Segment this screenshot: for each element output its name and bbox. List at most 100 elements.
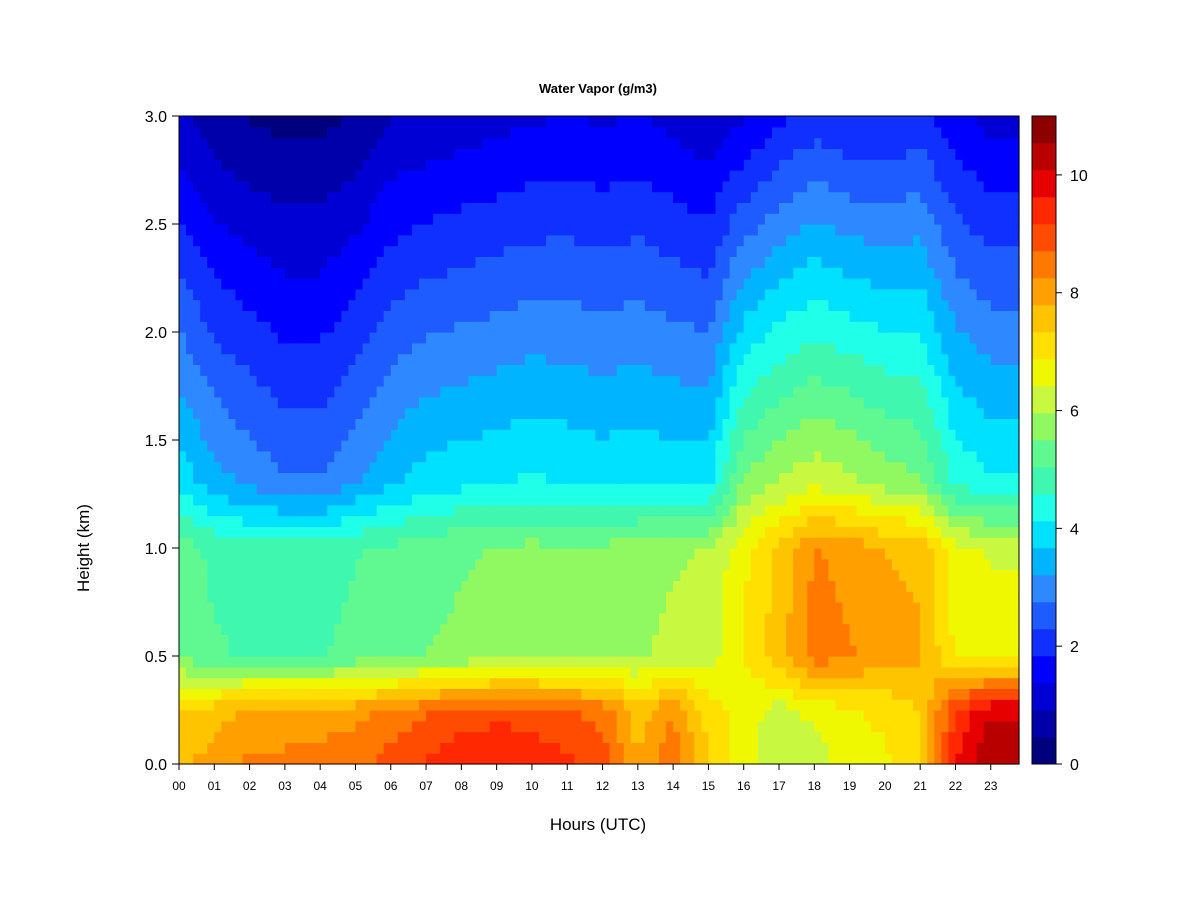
heatmap-cell	[715, 191, 724, 203]
heatmap-cell	[242, 170, 251, 182]
heatmap-cell	[546, 278, 554, 290]
heatmap-cell	[722, 126, 731, 139]
heatmap-cell	[581, 699, 590, 711]
heatmap-cell	[701, 213, 710, 225]
heatmap-cell	[757, 137, 766, 149]
heatmap-cell	[708, 126, 717, 139]
heatmap-cell	[616, 623, 625, 635]
heatmap-cell	[560, 202, 568, 214]
heatmap-cell	[242, 666, 251, 679]
heatmap-cell	[687, 137, 695, 149]
heatmap-cell	[348, 742, 357, 754]
heatmap-cell	[263, 504, 272, 517]
heatmap-cell	[651, 332, 660, 344]
heatmap-cell	[722, 494, 731, 506]
heatmap-cell	[616, 688, 625, 700]
heatmap-cell	[588, 353, 597, 365]
heatmap-cell	[581, 461, 590, 473]
heatmap-cell	[419, 234, 427, 247]
heatmap-cell	[313, 461, 321, 473]
heatmap-cell	[376, 688, 385, 700]
heatmap-cell	[595, 148, 604, 160]
heatmap-cell	[616, 504, 625, 517]
heatmap-cell	[715, 267, 724, 279]
heatmap-cell	[588, 191, 597, 203]
heatmap-cell	[235, 299, 244, 311]
heatmap-cell	[419, 731, 427, 743]
heatmap-cell	[517, 569, 526, 581]
heatmap-cell	[291, 483, 300, 495]
heatmap-cell	[736, 558, 745, 571]
heatmap-cell	[743, 170, 752, 182]
heatmap-cell	[362, 245, 371, 257]
heatmap-cell	[397, 548, 406, 560]
heatmap-cell	[461, 645, 470, 657]
heatmap-cell	[595, 396, 604, 409]
heatmap-cell	[270, 364, 279, 376]
heatmap-cell	[567, 548, 575, 560]
heatmap-cell	[242, 548, 251, 560]
heatmap-cell	[496, 396, 505, 409]
heatmap-cell	[482, 353, 491, 365]
heatmap-cell	[299, 429, 307, 441]
heatmap-cell	[489, 558, 498, 571]
heatmap-cell	[567, 494, 575, 506]
heatmap-cell	[503, 742, 512, 754]
heatmap-cell	[411, 753, 420, 765]
heatmap-cell	[496, 278, 505, 290]
heatmap-cell	[680, 224, 688, 236]
heatmap-cell	[440, 591, 448, 603]
heatmap-cell	[581, 126, 590, 139]
heatmap-cell	[433, 688, 441, 700]
heatmap-cell	[680, 418, 688, 430]
heatmap-cell	[729, 548, 738, 560]
heatmap-cell	[496, 731, 505, 743]
heatmap-cell	[666, 591, 674, 603]
heatmap-cell	[376, 191, 385, 203]
heatmap-cell	[426, 310, 434, 322]
heatmap-cell	[524, 170, 533, 182]
heatmap-cell	[694, 602, 702, 614]
heatmap-cell	[539, 677, 547, 689]
heatmap-cell	[616, 699, 625, 711]
heatmap-cell	[221, 753, 230, 765]
heatmap-cell	[334, 440, 342, 452]
heatmap-cell	[673, 710, 681, 722]
heatmap-cell	[567, 116, 575, 128]
heatmap-cell	[524, 418, 533, 430]
heatmap-cell	[411, 224, 420, 236]
heatmap-cell	[397, 288, 406, 301]
heatmap-cell	[489, 375, 498, 387]
heatmap-cell	[454, 548, 462, 560]
heatmap-cell	[320, 191, 328, 203]
heatmap-cell	[186, 494, 194, 506]
heatmap-cell	[270, 321, 279, 333]
heatmap-cell	[440, 342, 448, 355]
heatmap-cell	[757, 202, 766, 214]
heatmap-cell	[482, 548, 491, 560]
heatmap-cell	[560, 450, 568, 463]
heatmap-cell	[673, 666, 681, 679]
heatmap-cell	[531, 526, 540, 538]
heatmap-cell	[447, 558, 455, 571]
heatmap-cell	[680, 364, 688, 376]
heatmap-cell	[426, 591, 434, 603]
heatmap-cell	[433, 299, 441, 311]
heatmap-cell	[736, 591, 745, 603]
heatmap-cell	[433, 386, 441, 398]
heatmap-cell	[277, 699, 286, 711]
heatmap-cell	[404, 321, 413, 333]
heatmap-cell	[531, 591, 540, 603]
heatmap-cell	[341, 332, 350, 344]
heatmap-cell	[242, 656, 251, 668]
heatmap-cell	[193, 591, 201, 603]
heatmap-cell	[581, 677, 590, 689]
heatmap-cell	[546, 742, 554, 754]
heatmap-cell	[743, 634, 752, 646]
heatmap-cell	[348, 159, 357, 171]
heatmap-cell	[722, 245, 731, 257]
heatmap-cell	[270, 148, 279, 160]
heatmap-cell	[659, 245, 667, 257]
heatmap-cell	[348, 202, 357, 214]
heatmap-cell	[539, 720, 547, 733]
